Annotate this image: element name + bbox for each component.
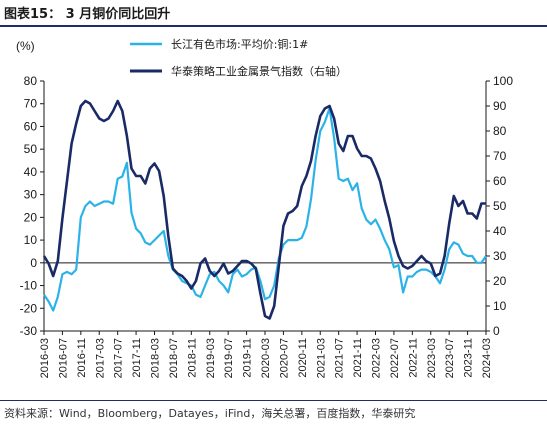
right-tick-label: 10 bbox=[493, 299, 507, 313]
left-tick-label: 60 bbox=[24, 119, 38, 133]
x-tick-label: 2021-03 bbox=[315, 338, 327, 378]
x-tick-label: 2019-07 bbox=[223, 338, 235, 378]
source-note: 资料来源：Wind，Bloomberg，Datayes，iFind，海关总署，百… bbox=[4, 407, 416, 420]
right-tick-label: 100 bbox=[493, 74, 513, 88]
left-tick-label: 20 bbox=[24, 210, 38, 224]
left-tick-label: 80 bbox=[24, 74, 38, 88]
left-tick-label: 40 bbox=[24, 165, 38, 179]
x-tick-label: 2018-03 bbox=[150, 338, 162, 378]
x-tick-label: 2017-11 bbox=[131, 338, 143, 378]
x-tick-label: 2021-07 bbox=[334, 338, 346, 378]
metal-index-line bbox=[42, 99, 486, 320]
right-tick-label: 0 bbox=[493, 324, 500, 338]
legend-label-index: 华泰策略工业金属景气指数（右轴） bbox=[171, 64, 347, 78]
x-tick-label: 2019-11 bbox=[242, 338, 254, 378]
x-tick-label: 2023-03 bbox=[426, 338, 438, 378]
x-tick-label: 2017-07 bbox=[113, 338, 125, 378]
chart-lines bbox=[42, 99, 487, 320]
x-tick-label: 2020-03 bbox=[260, 338, 272, 378]
left-tick-label: -20 bbox=[20, 301, 38, 315]
right-tick-label: 20 bbox=[493, 274, 507, 288]
x-tick-label: 2019-03 bbox=[205, 338, 217, 378]
copper-price-yoy-line bbox=[43, 107, 487, 312]
right-tick-label: 70 bbox=[493, 149, 507, 163]
right-tick-label: 60 bbox=[493, 174, 507, 188]
legend-label-copper: 长江有色市场:平均价:铜:1# bbox=[171, 37, 308, 51]
left-tick-label: 50 bbox=[24, 142, 38, 156]
footer-divider bbox=[0, 400, 547, 401]
right-tick-label: 30 bbox=[493, 249, 507, 263]
x-tick-label: 2016-07 bbox=[57, 338, 69, 378]
chart-axes: (%) -30 -20 -10 0 10 20 30 40 50 60 70 80 0 10 20 30 40 50… bbox=[16, 39, 513, 378]
left-tick-label: -10 bbox=[20, 279, 38, 293]
x-tick-label: 2023-07 bbox=[444, 338, 456, 378]
x-tick-label: 2023-11 bbox=[463, 338, 475, 378]
right-tick-label: 90 bbox=[493, 99, 507, 113]
x-tick-label: 2016-11 bbox=[76, 338, 88, 378]
right-tick-label: 80 bbox=[493, 124, 507, 138]
left-tick-label: 0 bbox=[30, 256, 37, 270]
left-tick-label: 70 bbox=[24, 97, 38, 111]
x-tick-label: 2022-03 bbox=[371, 338, 383, 378]
right-tick-label: 50 bbox=[493, 199, 507, 213]
left-tick-label: 30 bbox=[24, 188, 38, 202]
x-tick-label: 2020-11 bbox=[297, 338, 309, 378]
x-tick-label: 2024-03 bbox=[481, 338, 493, 378]
title-divider bbox=[0, 25, 547, 27]
x-tick-label: 2022-11 bbox=[407, 338, 419, 378]
left-tick-label: -30 bbox=[20, 324, 38, 338]
left-axis-unit: (%) bbox=[16, 39, 35, 53]
x-tick-label: 2018-07 bbox=[168, 338, 180, 378]
x-tick-label: 2018-11 bbox=[186, 338, 198, 378]
x-tick-label: 2016-03 bbox=[39, 338, 51, 378]
left-tick-label: 10 bbox=[24, 233, 38, 247]
x-tick-label: 2017-03 bbox=[94, 338, 106, 378]
right-tick-label: 40 bbox=[493, 224, 507, 238]
chart-legend: 长江有色市场:平均价:铜:1# 华泰策略工业金属景气指数（右轴） bbox=[130, 37, 347, 78]
x-tick-label: 2020-07 bbox=[278, 338, 290, 378]
x-tick-label: 2021-11 bbox=[352, 338, 364, 378]
x-tick-label: 2022-07 bbox=[389, 338, 401, 378]
chart-title: 图表15： 3 月铜价同比回升 bbox=[4, 7, 171, 22]
